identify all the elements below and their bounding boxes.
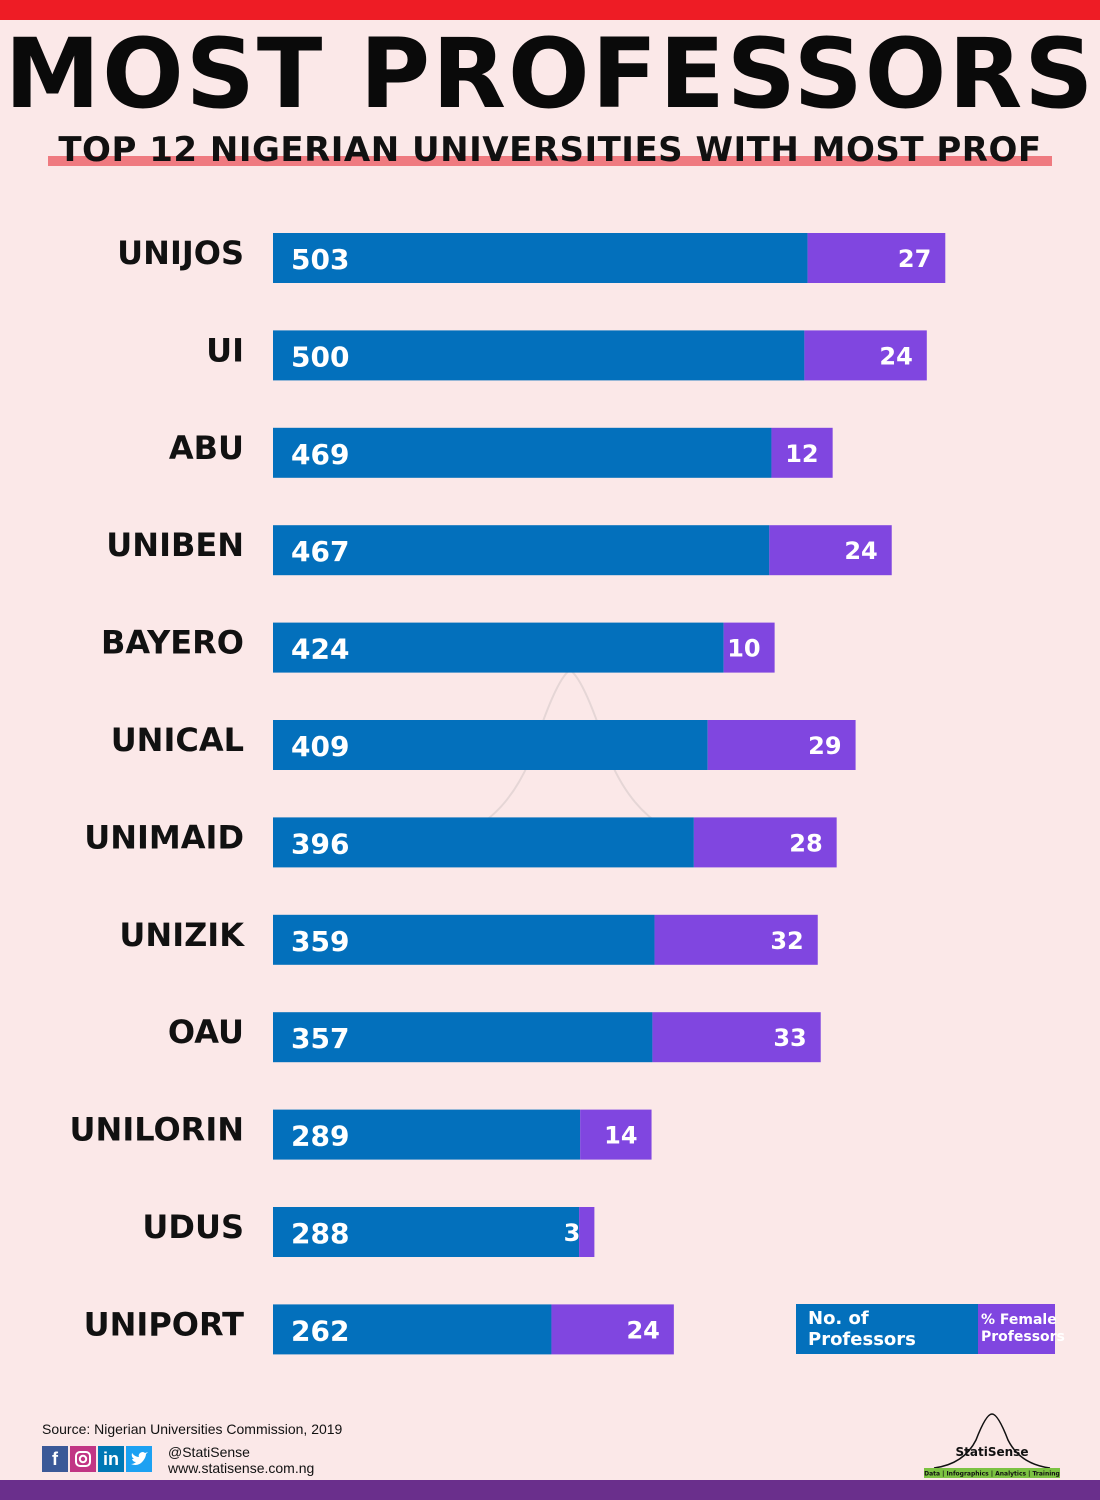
female-pct-value-label: 14 [604, 1122, 637, 1150]
professors-value-label: 467 [291, 535, 349, 568]
page-subtitle: TOP 12 NIGERIAN UNIVERSITIES WITH MOST P… [58, 130, 1042, 170]
bar-female-oau [652, 1012, 821, 1063]
bar-female-unical [707, 720, 856, 770]
category-label: UNIMAID [84, 818, 244, 856]
bar-professors-abu [273, 427, 772, 478]
professors-value-label: 289 [291, 1120, 349, 1153]
bar-professors-ui [273, 330, 805, 381]
bar-female-uniben [769, 525, 892, 576]
female-pct-value-label: 24 [844, 537, 877, 565]
female-pct-value-label: 24 [879, 342, 912, 370]
twitter-handle[interactable]: @StatiSense [168, 1444, 250, 1460]
professors-value-label: 503 [291, 243, 349, 276]
source-note: Source: Nigerian Universities Commission… [42, 1421, 343, 1437]
bar-female-udus [579, 1207, 595, 1257]
chart-legend: No. of Professors % Female Professors [796, 1304, 1065, 1354]
professors-value-label: 359 [291, 925, 349, 958]
category-label: UNILORIN [70, 1111, 244, 1149]
category-label: UNICAL [111, 721, 244, 759]
professors-value-label: 262 [291, 1314, 349, 1347]
linkedin-icon[interactable]: in [98, 1446, 124, 1472]
bar-female-abu [771, 427, 833, 478]
bar-professors-bayero [273, 622, 724, 673]
top-accent-bar [0, 0, 1100, 20]
brand-logo: StatiSense Data | Infographics | Analyti… [924, 1413, 1060, 1478]
stacked-bar-chart: UNIJOS 503 27 UI 500 24 ABU 469 12 UNIBEN 467 24 BAY… [70, 233, 946, 1355]
bar-female-unimaid [693, 817, 837, 868]
bar-female-unizik [654, 914, 818, 965]
brand-name: StatiSense [956, 1445, 1029, 1459]
category-label: BAYERO [101, 624, 244, 662]
category-label: ABU [169, 429, 244, 467]
female-pct-value-label: 3 [564, 1219, 581, 1247]
female-pct-value-label: 27 [898, 245, 931, 273]
professors-value-label: 500 [291, 340, 349, 373]
female-pct-value-label: 33 [773, 1024, 806, 1052]
category-label: UNIJOS [117, 234, 244, 272]
female-pct-value-label: 29 [808, 732, 841, 760]
bottom-accent-bar [0, 1480, 1100, 1500]
professors-value-label: 396 [291, 827, 349, 860]
bar-professors-uniben [273, 525, 770, 576]
twitter-icon[interactable] [126, 1446, 152, 1472]
category-label: UI [206, 331, 244, 369]
instagram-icon[interactable] [70, 1446, 96, 1472]
professors-value-label: 424 [291, 633, 349, 666]
bar-professors-unijos [273, 233, 808, 283]
category-label: UDUS [142, 1208, 244, 1246]
professors-value-label: 288 [291, 1217, 349, 1250]
female-pct-value-label: 10 [727, 635, 760, 663]
brand-tagline: Data | Infographics | Analytics | Traini… [924, 1471, 1060, 1478]
website-link[interactable]: www.statisense.com.ng [168, 1460, 315, 1476]
bar-professors-unimaid [273, 817, 694, 868]
professors-value-label: 469 [291, 438, 349, 471]
legend-professors: No. of Professors [796, 1304, 978, 1354]
female-pct-value-label: 32 [770, 927, 803, 955]
legend-female-professors: % Female Professors [978, 1304, 1065, 1354]
category-label: UNIZIK [119, 916, 245, 954]
female-pct-value-label: 12 [785, 440, 818, 468]
facebook-icon[interactable]: f [42, 1446, 68, 1472]
category-label: UNIPORT [84, 1305, 245, 1343]
social-links: f in [42, 1446, 152, 1472]
page-title: MOST PROFESSORS [4, 18, 1096, 130]
bar-female-ui [804, 330, 927, 381]
social-handle: @StatiSense www.statisense.com.ng [168, 1444, 314, 1476]
bar-female-unilorin [580, 1109, 652, 1160]
bar-professors-unizik [273, 914, 655, 965]
bar-female-unijos [807, 233, 946, 283]
subtitle-underline [48, 156, 1052, 166]
professors-value-label: 357 [291, 1022, 349, 1055]
bar-professors-uniport [273, 1304, 552, 1355]
bar-professors-udus [273, 1207, 580, 1257]
professors-value-label: 409 [291, 730, 349, 763]
category-label: UNIBEN [106, 526, 244, 564]
female-pct-value-label: 28 [789, 829, 822, 857]
bar-female-bayero [723, 622, 775, 673]
bar-professors-unilorin [273, 1109, 581, 1160]
bar-professors-unical [273, 720, 708, 770]
category-label: OAU [168, 1013, 244, 1051]
female-pct-value-label: 24 [626, 1316, 659, 1344]
bar-professors-oau [273, 1012, 653, 1063]
bar-female-uniport [551, 1304, 674, 1355]
